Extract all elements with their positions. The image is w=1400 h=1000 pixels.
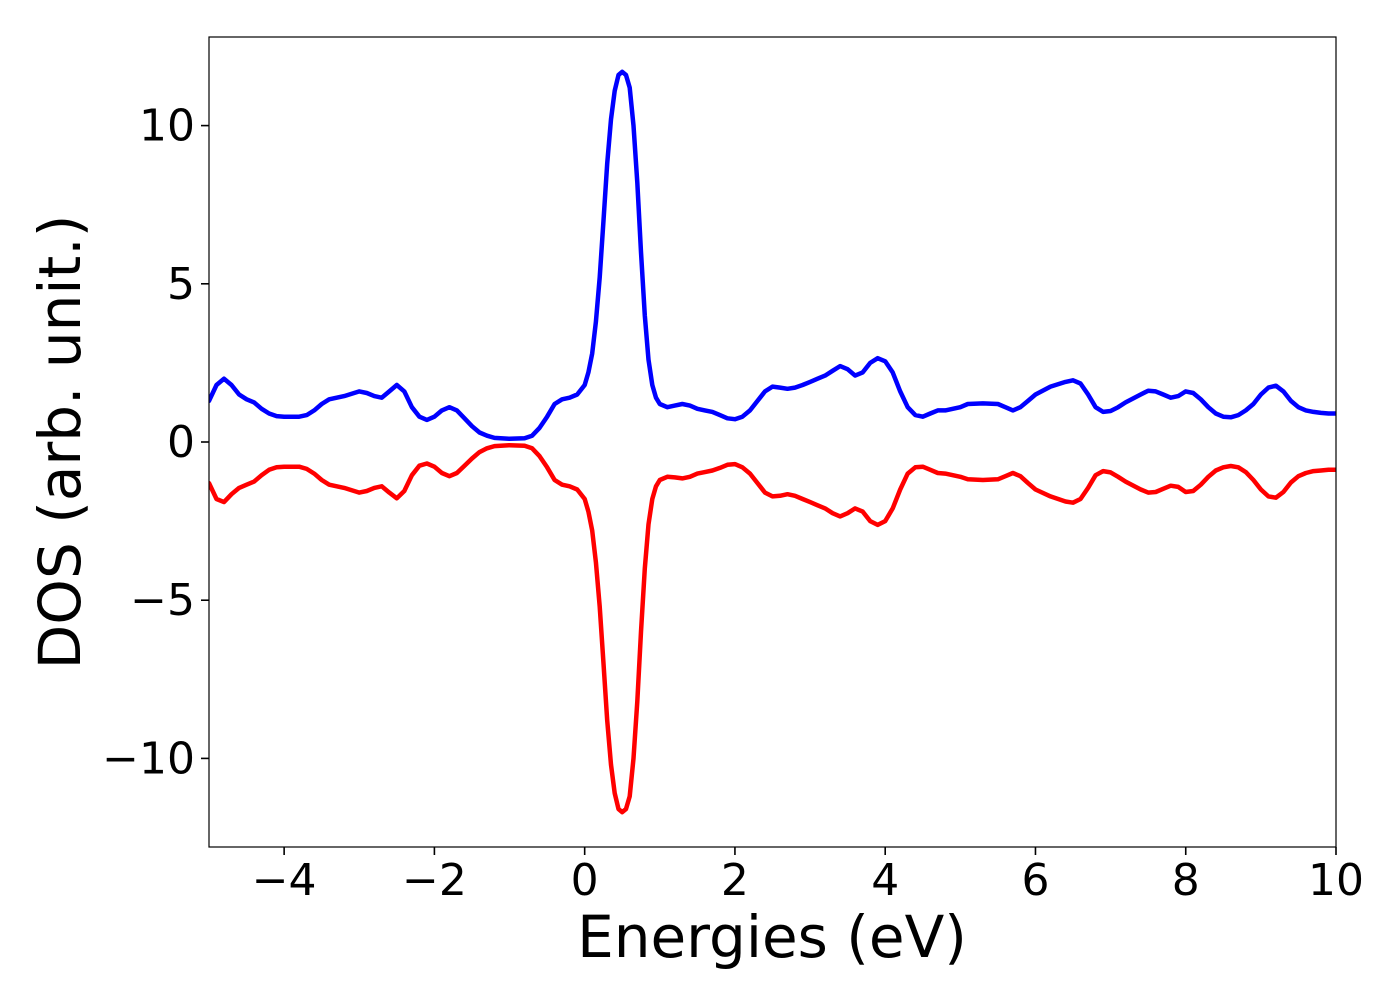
y-tick-label: −5	[130, 575, 195, 626]
x-tick-label: 8	[1172, 855, 1200, 906]
x-tick-label: 4	[871, 855, 899, 906]
y-tick-label: 0	[167, 417, 195, 468]
y-axis-ticks: −10 −5 0 5 10	[102, 101, 209, 784]
series-layer	[209, 69, 1336, 815]
x-tick-label: −2	[402, 855, 467, 906]
x-tick-label: 0	[571, 855, 599, 906]
x-tick-label: 2	[721, 855, 749, 906]
y-axis-label: DOS (arb. unit.)	[26, 215, 94, 670]
plot-frame	[208, 36, 1337, 848]
x-tick-label: 6	[1021, 855, 1049, 906]
series-line-0	[209, 69, 1336, 442]
x-axis-ticks: −4 −2 0 2 4 6 8 10	[252, 847, 1364, 906]
x-axis-label: Energies (eV)	[577, 903, 967, 971]
y-tick-label: 10	[139, 101, 195, 152]
x-tick-label: −4	[252, 855, 317, 906]
y-tick-label: −10	[102, 733, 195, 784]
series-line-1	[209, 442, 1336, 815]
y-tick-label: 5	[167, 259, 195, 310]
x-tick-label: 10	[1308, 855, 1364, 906]
